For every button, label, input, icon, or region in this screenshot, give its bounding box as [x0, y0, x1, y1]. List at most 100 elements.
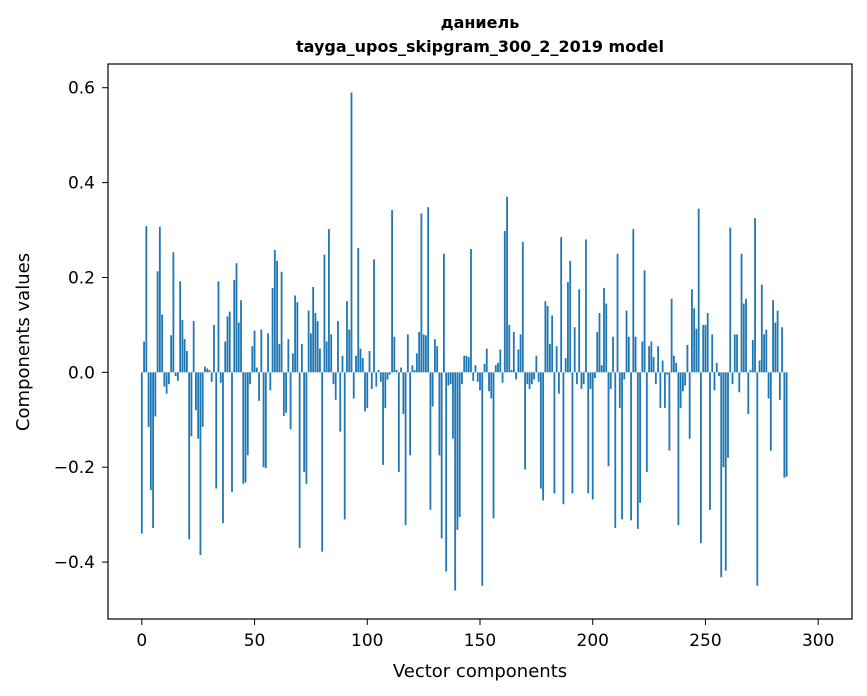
bar-component-111	[391, 210, 393, 373]
bar-component-21	[188, 372, 191, 540]
bar-component-13	[170, 335, 173, 373]
bar-component-151	[481, 372, 484, 586]
bar-component-223	[643, 270, 646, 373]
bar-component-233	[666, 372, 669, 375]
bar-component-135	[445, 372, 448, 572]
bar-component-187	[562, 372, 565, 505]
bar-component-93	[350, 92, 353, 373]
bar-component-278	[767, 372, 770, 399]
bar-component-128	[429, 372, 432, 510]
y-tick-label: 0.2	[68, 268, 95, 288]
bar-component-24	[195, 372, 197, 411]
bar-component-99	[364, 372, 366, 412]
bar-component-282	[776, 310, 779, 373]
bar-component-205	[603, 287, 605, 373]
bar-component-208	[609, 372, 612, 389]
bar-component-235	[670, 298, 673, 373]
bar-component-29	[206, 368, 209, 373]
bar-component-123	[418, 332, 421, 373]
bar-component-248	[700, 372, 702, 544]
bar-component-51	[255, 367, 258, 373]
y-axis-ticks: −0.4 −0.2 0.0 0.2 0.4 0.6	[54, 79, 108, 573]
bar-component-262	[731, 372, 734, 385]
bar-component-138	[452, 372, 454, 439]
bar-component-210	[614, 372, 617, 528]
x-tick-label: 100	[351, 631, 383, 651]
bar-component-147	[472, 372, 475, 381]
bar-component-49	[251, 346, 254, 373]
bar-component-268	[745, 298, 747, 373]
bar-component-101	[368, 350, 371, 373]
bar-component-140	[456, 372, 459, 530]
bar-component-213	[621, 372, 623, 520]
bar-component-269	[747, 372, 750, 415]
bar-component-165	[512, 332, 515, 373]
bar-component-185	[558, 372, 560, 394]
y-tick-label: 0.4	[68, 174, 95, 194]
bar-component-120	[411, 365, 414, 373]
bar-component-247	[697, 208, 700, 373]
bar-component-8	[158, 226, 161, 373]
bar-component-79	[319, 348, 321, 373]
bar-component-25	[197, 372, 200, 439]
bar-component-254	[713, 372, 716, 391]
bar-component-220	[636, 372, 639, 529]
bar-component-156	[492, 372, 495, 519]
bar-component-174	[533, 372, 536, 380]
bar-component-271	[751, 340, 754, 373]
bar-component-219	[634, 336, 637, 373]
bar-component-70	[298, 372, 301, 548]
y-tick-label: −0.4	[54, 553, 95, 573]
bar-component-115	[400, 367, 402, 373]
bar-component-255	[715, 362, 718, 373]
bar-component-109	[386, 372, 389, 380]
y-tick-label: 0.6	[68, 79, 95, 99]
bar-component-82	[325, 341, 328, 373]
bar-component-125	[422, 334, 425, 373]
bar-component-203	[598, 313, 601, 373]
bar-component-63	[282, 372, 285, 416]
bar-component-7	[156, 271, 159, 373]
bar-component-158	[497, 362, 499, 373]
bar-component-3	[147, 372, 150, 427]
bar-component-192	[573, 327, 576, 373]
bar-component-249	[702, 324, 705, 373]
bar-component-55	[264, 372, 267, 469]
bar-component-53	[260, 329, 263, 373]
bar-component-31	[210, 372, 213, 382]
bar-component-230	[659, 372, 662, 408]
bar-component-118	[406, 334, 409, 373]
bar-component-37	[224, 341, 227, 373]
bar-component-250	[704, 324, 707, 373]
bar-component-246	[695, 328, 698, 373]
bar-component-72	[303, 372, 306, 472]
bar-component-163	[508, 324, 511, 373]
bar-component-222	[641, 341, 644, 373]
y-axis-label: Components values	[13, 253, 34, 431]
bar-component-157	[494, 365, 497, 373]
bar-component-167	[517, 349, 520, 373]
bar-component-168	[519, 334, 522, 373]
bar-component-47	[246, 372, 249, 456]
bar-component-182	[551, 315, 554, 373]
bar-component-252	[709, 372, 711, 510]
chart-subtitle: tayga_upos_skipgram_300_2_2019 model	[296, 37, 664, 56]
bar-component-114	[397, 372, 400, 472]
bar-component-197	[585, 239, 587, 373]
x-tick-label: 150	[464, 631, 496, 651]
bar-component-270	[749, 369, 752, 373]
bar-component-234	[668, 372, 671, 451]
bar-component-129	[431, 372, 434, 407]
bar-component-80	[321, 372, 324, 552]
bar-component-134	[443, 253, 445, 373]
bar-component-198	[587, 372, 590, 494]
bar-component-117	[404, 372, 407, 526]
bar-component-57	[269, 372, 272, 391]
bar-component-173	[530, 372, 533, 385]
bar-component-228	[654, 372, 657, 385]
bar-component-86	[334, 372, 337, 400]
bar-component-2	[145, 226, 148, 373]
bar-component-188	[564, 358, 567, 373]
bar-component-229	[657, 346, 660, 373]
bar-component-83	[328, 229, 330, 373]
